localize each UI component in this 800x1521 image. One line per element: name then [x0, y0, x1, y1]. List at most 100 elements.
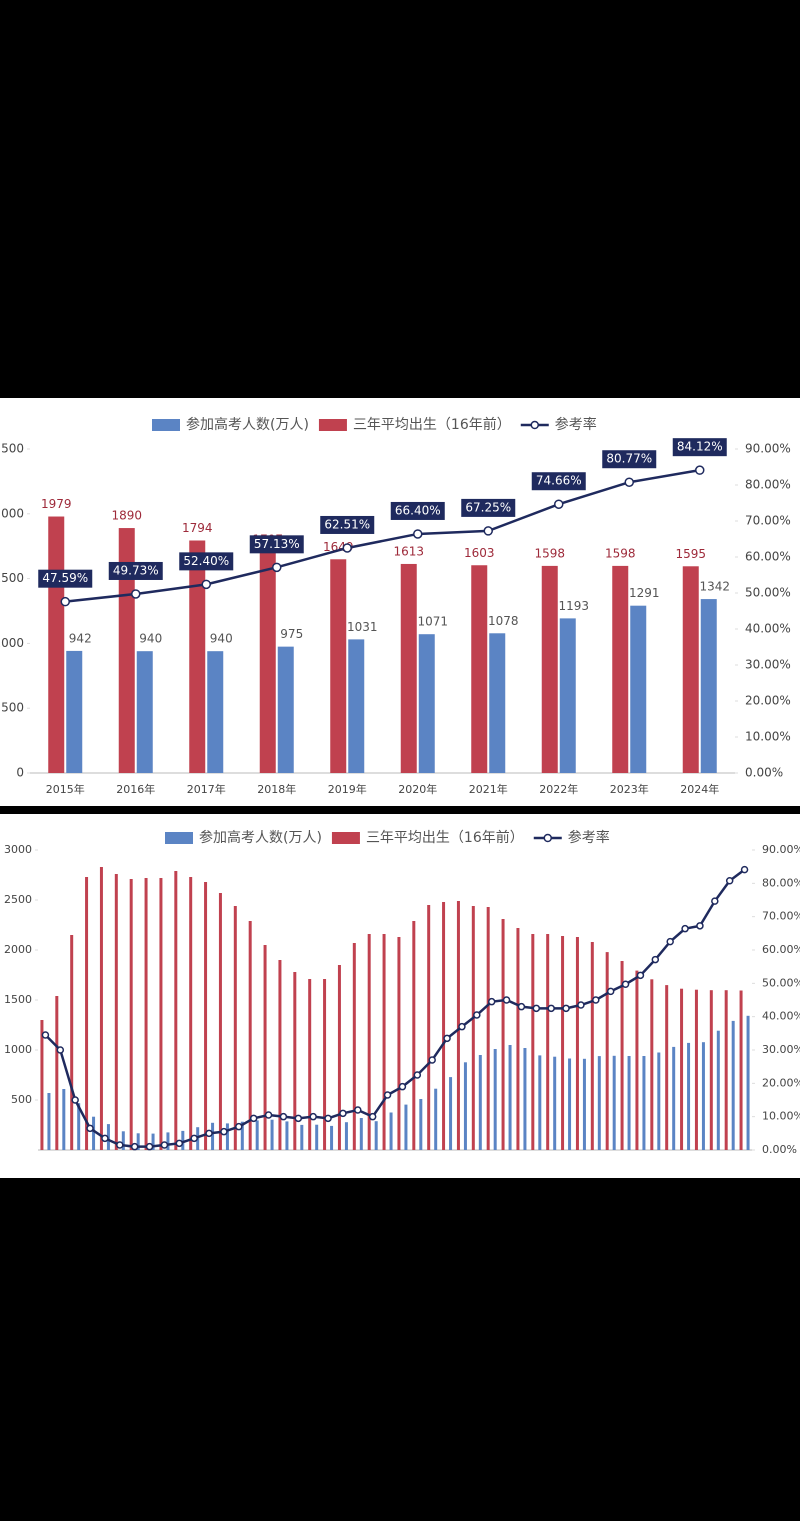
legend: 参加高考人数(万人) 三年平均出生（16年前） 参考率: [165, 829, 610, 846]
chart: 500 1000 1500 2000 2500 3000 0.00% 10.00% 20.00%…: [4, 829, 800, 1156]
bar: [40, 1020, 44, 1150]
data-label: 1071: [417, 615, 448, 629]
data-label: 66.40%: [395, 503, 441, 517]
bar: [559, 618, 576, 773]
line-marker: [562, 1004, 570, 1013]
line-marker: [264, 1111, 273, 1119]
bar: [419, 1099, 423, 1150]
label-box: [108, 561, 163, 580]
bar: [211, 1122, 215, 1150]
line-marker: [131, 589, 141, 599]
bar: [144, 878, 148, 1150]
data-label: 1595: [675, 547, 706, 561]
line-marker: [249, 1114, 258, 1123]
bar: [739, 990, 743, 1150]
line-marker: [428, 1056, 436, 1064]
y-tick-label: 2500: [0, 442, 24, 456]
x-tick-label: 2022年: [539, 782, 578, 796]
y2-tick-label: 90.00%: [762, 843, 800, 856]
y2-tick-label: 30.00%: [745, 658, 791, 672]
line-marker: [160, 1141, 169, 1149]
label-box: [249, 535, 304, 554]
bar: [136, 1133, 140, 1150]
y-tick-label: 500: [1, 701, 24, 715]
line-marker: [554, 499, 564, 509]
line-marker: [56, 1046, 65, 1054]
line-marker: [41, 1031, 50, 1039]
bar: [181, 1130, 185, 1150]
data-label: 975: [280, 627, 303, 641]
line-marker: [145, 1142, 154, 1151]
y2-tick-label: 70.00%: [745, 514, 791, 528]
line-marker: [473, 1011, 481, 1019]
data-label: 940: [210, 632, 233, 646]
line-marker: [621, 980, 630, 988]
bar: [285, 1121, 289, 1150]
bar: [129, 879, 133, 1150]
bar: [66, 650, 83, 773]
line-marker: [483, 526, 493, 536]
line-marker: [101, 1134, 109, 1143]
y-tick-label: 3000: [4, 843, 32, 856]
bar: [151, 1133, 155, 1150]
y-tick-label: 1500: [0, 571, 24, 585]
label-box: [320, 515, 375, 534]
bar: [121, 1131, 125, 1150]
bar: [635, 970, 639, 1150]
data-label: 49.73%: [113, 563, 159, 577]
x-tick-label: 2024年: [680, 782, 719, 796]
bar: [489, 633, 506, 773]
data-label: 84.12%: [677, 440, 723, 454]
bar: [55, 996, 59, 1150]
bar: [471, 906, 475, 1150]
line-marker: [324, 1114, 332, 1123]
bar: [92, 1116, 96, 1150]
bar: [568, 1058, 572, 1150]
bar: [746, 1015, 750, 1150]
bar: [508, 1045, 512, 1150]
line-marker: [279, 1112, 288, 1121]
bar: [657, 1052, 661, 1150]
line-marker: [235, 1122, 243, 1131]
x-tick-label: 2023年: [610, 782, 649, 796]
y-tick-label: 2000: [4, 943, 32, 956]
bar: [620, 961, 624, 1150]
bar: [348, 639, 365, 773]
bar: [449, 1077, 453, 1150]
data-label: 1291: [629, 586, 660, 600]
y2-tick-label: 60.00%: [745, 550, 791, 564]
bar: [359, 1118, 363, 1150]
line-marker: [502, 996, 511, 1004]
bar: [382, 934, 386, 1150]
bar: [501, 919, 505, 1150]
bar: [367, 934, 371, 1150]
bar: [70, 935, 74, 1150]
bar: [62, 1089, 66, 1150]
legend-label: 参加高考人数(万人): [186, 416, 309, 433]
bar: [442, 902, 446, 1150]
line-marker: [130, 1142, 139, 1151]
bar: [541, 565, 558, 773]
bar: [605, 952, 609, 1150]
y-tick-label: 2500: [4, 893, 32, 906]
bar: [85, 877, 89, 1150]
legend-swatch: [318, 419, 347, 431]
label-box: [38, 569, 93, 588]
label-box: [602, 450, 657, 469]
bar: [687, 1042, 691, 1150]
bar: [337, 965, 341, 1150]
y-tick-label: 1500: [4, 993, 32, 1006]
line-marker: [60, 596, 70, 607]
bar: [263, 945, 267, 1150]
data-label: 1193: [558, 599, 589, 613]
data-label: 1078: [488, 614, 519, 628]
bar: [516, 928, 520, 1150]
legend-swatch: [165, 832, 193, 844]
y2-tick-label: 10.00%: [762, 1110, 800, 1123]
bar: [240, 1121, 244, 1150]
line-marker: [294, 1114, 303, 1123]
bar: [189, 877, 193, 1150]
chart: 0 500 1000 1500 2000 2500 0.00% 10.00% 20.00% 30.…: [0, 416, 791, 796]
bar: [330, 559, 347, 773]
bar: [700, 599, 717, 773]
